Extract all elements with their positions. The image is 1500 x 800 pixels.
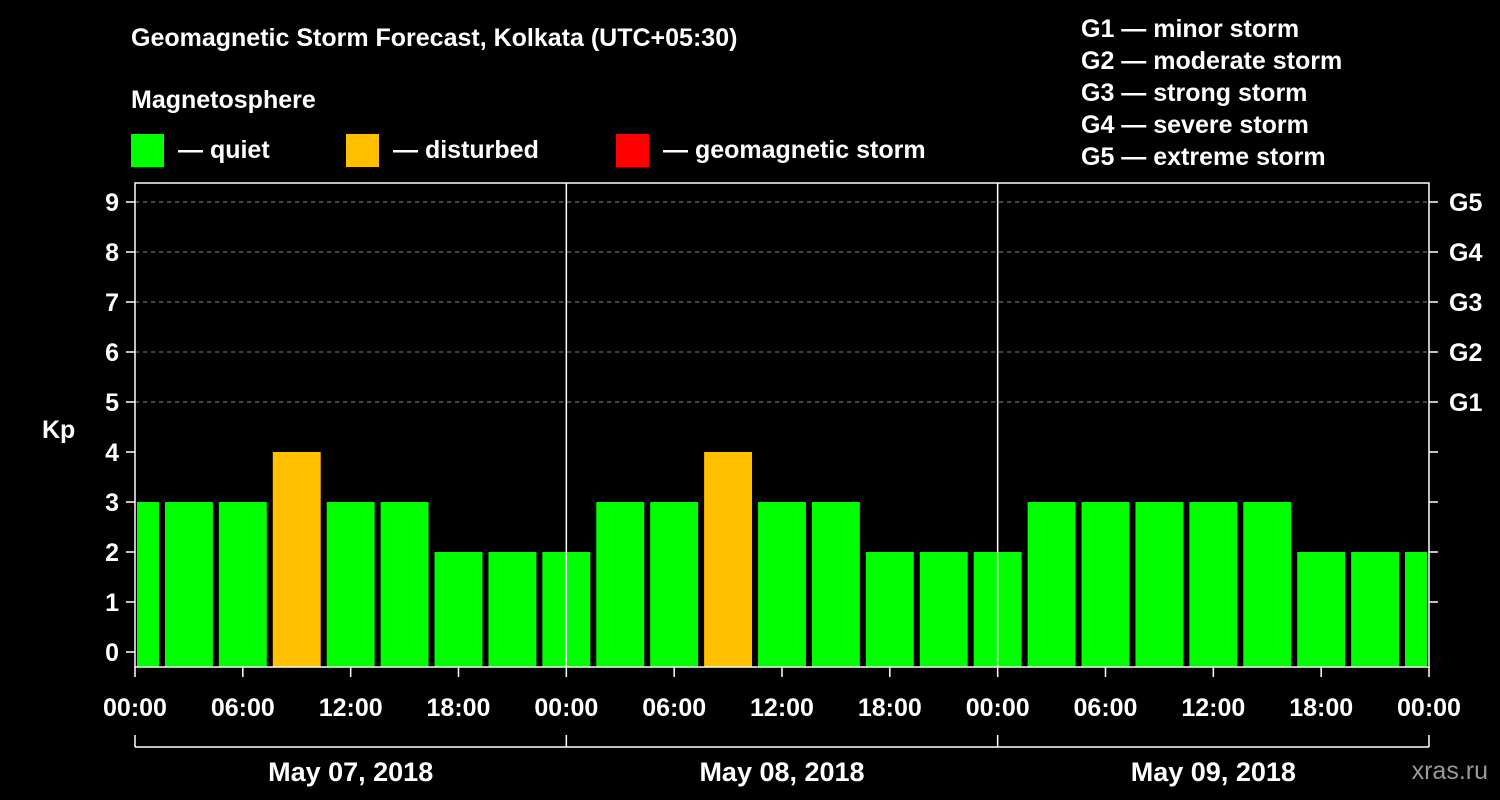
legend-label-storm: — geomagnetic storm [663, 135, 926, 164]
g-scale-g2: G2 — moderate storm [1081, 47, 1343, 75]
kp-bar-4 [326, 502, 375, 667]
day-label-2: May 09, 2018 [1131, 757, 1296, 787]
chart-title: Geomagnetic Storm Forecast, Kolkata (UTC… [131, 24, 738, 52]
legend-item-disturbed: — disturbed [346, 133, 539, 167]
y2-tick-label-g4: G4 [1449, 239, 1482, 267]
axes-layer [126, 182, 1438, 748]
y-tick-label-4: 4 [105, 439, 119, 467]
kp-bar-1 [164, 502, 213, 667]
y-tick-label-2: 2 [105, 539, 119, 567]
y-tick-label-0: 0 [105, 639, 119, 667]
kp-bar-6 [434, 552, 483, 667]
y-tick-label-1: 1 [105, 589, 119, 617]
kp-bar-19 [1135, 502, 1184, 667]
legend-swatch-disturbed [346, 133, 379, 167]
y-tick-label-5: 5 [105, 389, 119, 417]
x-tick-label-1: 06:00 [211, 694, 275, 722]
y2-tick-label-g2: G2 [1449, 339, 1482, 367]
x-tick-label-2: 12:00 [319, 694, 383, 722]
g-scale-g1: G1 — minor storm [1081, 15, 1300, 43]
y-axis-label: Kp [42, 416, 75, 444]
x-tick-label-12: 00:00 [1397, 694, 1461, 722]
kp-bar-3 [272, 452, 321, 667]
kp-bar-20 [1189, 502, 1238, 667]
x-tick-label-5: 06:00 [642, 694, 706, 722]
kp-bar-24 [1405, 552, 1427, 667]
watermark: xras.ru [1411, 757, 1488, 785]
x-tick-label-11: 18:00 [1289, 694, 1353, 722]
kp-bar-0 [137, 502, 159, 667]
y2-tick-label-g5: G5 [1449, 189, 1482, 217]
kp-bar-23 [1351, 552, 1400, 667]
x-tick-label-6: 12:00 [750, 694, 814, 722]
labels-layer: 0 1 2 3 4 5 6 7 8 9 G1 G2 G3 G4 G5 Kp 00:00 06:00 12:00 18:… [42, 189, 1482, 787]
kp-bar-7 [488, 552, 537, 667]
kp-bar-11 [704, 452, 753, 667]
legend-item-quiet: — quiet [131, 133, 270, 167]
kp-bar-12 [758, 502, 806, 667]
chart-subtitle: Magnetosphere [131, 86, 316, 114]
x-tick-label-4: 00:00 [534, 694, 598, 722]
day-label-1: May 08, 2018 [699, 757, 864, 787]
x-tick-label-9: 06:00 [1074, 694, 1138, 722]
kp-bar-2 [218, 502, 267, 667]
x-tick-label-3: 18:00 [427, 694, 491, 722]
y-tick-label-7: 7 [105, 289, 119, 317]
legend-label-quiet: — quiet [178, 135, 270, 164]
kp-bar-17 [1027, 502, 1076, 667]
x-tick-label-7: 18:00 [858, 694, 922, 722]
g-scale-g4: G4 — severe storm [1081, 111, 1309, 139]
kp-bar-15 [919, 552, 968, 667]
legend-swatch-storm [616, 133, 649, 167]
kp-bar-14 [865, 552, 914, 667]
y-tick-label-8: 8 [105, 239, 119, 267]
legend-label-disturbed: — disturbed [393, 135, 539, 164]
legend-item-storm: — geomagnetic storm [616, 133, 926, 167]
kp-bar-21 [1243, 502, 1292, 667]
y2-tick-label-g1: G1 [1449, 389, 1482, 417]
y-tick-label-9: 9 [105, 189, 119, 217]
y2-tick-label-g3: G3 [1449, 289, 1482, 317]
y-tick-label-6: 6 [105, 339, 119, 367]
g-scale-g3: G3 — strong storm [1081, 79, 1308, 107]
kp-bar-13 [811, 502, 860, 667]
kp-bar-9 [596, 502, 645, 667]
kp-bar-10 [650, 502, 699, 667]
grid-layer [135, 201, 1429, 403]
day-label-0: May 07, 2018 [268, 757, 433, 787]
y-tick-label-3: 3 [105, 489, 119, 517]
x-tick-label-0: 00:00 [103, 694, 167, 722]
g-scale-g5: G5 — extreme storm [1081, 143, 1326, 171]
x-tick-label-8: 00:00 [966, 694, 1030, 722]
kp-bar-22 [1297, 552, 1346, 667]
kp-bar-18 [1081, 502, 1130, 667]
legend-swatch-quiet [131, 133, 164, 167]
bars-layer [137, 452, 1427, 667]
kp-bar-5 [380, 502, 429, 667]
x-tick-label-10: 12:00 [1181, 694, 1245, 722]
